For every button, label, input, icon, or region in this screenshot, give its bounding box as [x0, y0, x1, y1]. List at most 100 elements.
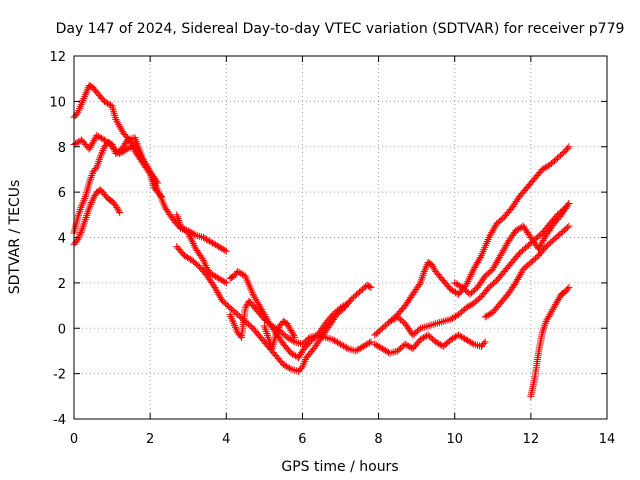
x-tick-label: 0: [70, 432, 78, 447]
data-point: [367, 338, 375, 346]
y-tick-label: 0: [58, 322, 66, 337]
data-point: [274, 326, 282, 334]
data-point: [219, 245, 227, 253]
data-point: [269, 323, 277, 331]
data-point: [104, 99, 112, 107]
data-point: [83, 87, 91, 95]
data-point: [469, 267, 477, 275]
data-point: [426, 321, 434, 329]
data-point: [115, 207, 123, 215]
series-track-15: [527, 283, 573, 400]
data-point: [261, 324, 269, 332]
data-point: [202, 262, 210, 270]
data-point: [125, 144, 133, 152]
data-point: [433, 339, 441, 347]
data-point: [464, 303, 472, 311]
data-point: [447, 336, 455, 344]
data-point: [421, 266, 429, 274]
data-point: [564, 144, 572, 152]
data-point: [301, 357, 309, 365]
data-point: [341, 343, 349, 351]
data-point: [228, 316, 236, 324]
data-points: [70, 81, 573, 400]
data-point: [105, 100, 113, 108]
data-point: [341, 301, 349, 309]
data-point: [185, 254, 193, 262]
data-point: [110, 108, 118, 116]
data-point: [201, 260, 209, 268]
data-point: [206, 237, 214, 245]
data-point: [422, 264, 430, 272]
data-point: [83, 212, 91, 220]
data-point: [377, 344, 385, 352]
data-point: [279, 361, 287, 369]
data-point: [100, 97, 108, 105]
data-point: [281, 361, 289, 369]
data-point: [80, 196, 88, 204]
data-point: [458, 333, 466, 341]
data-point: [388, 349, 396, 357]
data-point: [88, 197, 96, 205]
data-point: [512, 227, 520, 235]
data-point: [84, 185, 92, 193]
data-point: [83, 187, 91, 195]
data-point: [80, 219, 88, 227]
data-point: [81, 215, 89, 223]
data-point: [75, 232, 83, 240]
data-point: [272, 331, 280, 339]
x-axis-label: GPS time / hours: [281, 459, 398, 475]
data-point: [513, 226, 521, 234]
data-point: [207, 238, 215, 246]
data-point: [419, 334, 427, 342]
data-point: [450, 287, 458, 295]
data-point: [123, 145, 131, 153]
data-point: [298, 363, 306, 371]
data-point: [238, 270, 246, 278]
data-point: [230, 320, 238, 328]
data-point: [200, 258, 208, 266]
data-point: [539, 327, 547, 335]
data-point: [448, 287, 456, 295]
data-point: [540, 323, 548, 331]
data-point: [538, 165, 546, 173]
data-point: [515, 225, 523, 233]
data-point: [273, 327, 281, 335]
data-point: [73, 139, 81, 147]
data-point: [212, 241, 220, 249]
data-point: [300, 359, 308, 367]
data-point: [563, 224, 571, 232]
data-point: [462, 336, 470, 344]
data-point: [188, 238, 196, 246]
data-point: [335, 339, 343, 347]
y-tick-label: 10: [49, 95, 66, 110]
data-point: [82, 213, 90, 221]
data-point: [564, 201, 572, 209]
data-point: [439, 317, 447, 325]
data-point: [93, 131, 101, 139]
x-tick-label: 14: [599, 432, 616, 447]
data-point: [77, 229, 85, 237]
data-point: [81, 217, 89, 225]
series-track-5: [173, 211, 230, 287]
data-point: [97, 152, 105, 160]
data-point: [430, 264, 438, 272]
data-point: [87, 173, 95, 181]
data-point: [465, 276, 473, 284]
data-point: [88, 170, 96, 178]
y-tick-label: 12: [49, 50, 66, 65]
data-point: [465, 337, 473, 345]
data-point: [94, 132, 102, 140]
y-tick-label: 4: [58, 232, 66, 247]
data-point: [231, 322, 239, 330]
x-tick-label: 4: [222, 432, 230, 447]
data-point: [189, 240, 197, 248]
data-point: [183, 253, 191, 261]
data-point: [216, 243, 224, 251]
data-point: [418, 324, 426, 332]
data-point: [219, 277, 227, 285]
data-point: [455, 331, 463, 339]
data-point: [541, 164, 549, 172]
data-point: [465, 302, 473, 310]
data-point: [290, 351, 298, 359]
data-point: [340, 342, 348, 350]
